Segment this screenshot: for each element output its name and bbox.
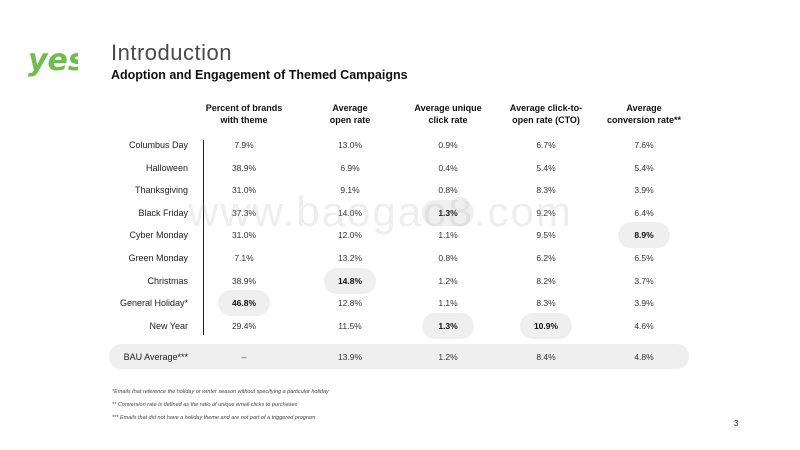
footnote-3: *** Emails that did not have a holiday t… [112,415,316,421]
highlight-pill [218,290,270,317]
table-cell: 1.1% [438,298,458,309]
table-cell: 8.3% [536,298,556,309]
row-divider-line [203,140,204,335]
column-header-line: open rate (CTO) [512,115,580,125]
table-cell: 9.2% [536,207,556,218]
bau-cell: – [241,352,247,362]
row-label: Columbus Day [128,140,188,150]
table-cell: 0.8% [438,253,458,263]
table-cell: 6.2% [536,253,556,263]
row-label: Cyber Monday [129,230,188,241]
table-cell: 0.9% [438,140,458,150]
table-cell: 12.8% [337,298,363,309]
table-cell: 31.0% [231,230,257,241]
table-cell: 5.4% [634,162,654,173]
row-label: New Year [149,320,188,331]
row-label: Green Monday [128,253,188,263]
highlight-pill [324,267,376,294]
highlight-pill [422,199,474,226]
table-cell: 31.0% [231,185,257,196]
table-cell: 3.9% [634,185,654,196]
table-cell: 1.1% [438,230,458,241]
table-cell: 1.3% [438,207,458,218]
bau-cell: 4.8% [634,352,654,362]
column-header-line: Average unique [414,103,482,113]
table-cell: 7.6% [634,140,654,150]
page-subtitle: Adoption and Engagement of Themed Campai… [111,68,408,82]
table-cell: 10.9% [533,320,559,331]
table-cell: 5.4% [536,162,556,173]
yes-logo: yes [28,43,78,78]
column-header-line: Average click-to- [509,103,583,113]
column-header: Average conversion rate** [607,102,681,126]
table-cell: 1.3% [438,320,458,331]
footnote-1: *Emails that reference the holiday or wi… [112,389,329,395]
table-cell: 7.1% [234,253,254,263]
table-cell: 13.0% [337,140,363,150]
row-label: Thanksgiving [134,185,188,196]
column-header-line: open rate [329,115,371,125]
table-cell: 38.9% [231,162,257,173]
table-cell: 13.2% [337,253,363,263]
table-cell: 6.4% [634,207,654,218]
table-cell: 8.3% [536,185,556,196]
table-cell: 8.2% [536,275,556,286]
footnote-2: ** Conversion rate is defined as the rat… [112,402,298,408]
table-cell: 29.4% [231,320,257,331]
column-header-line: click rate [428,115,468,125]
table-cell: 6.9% [340,162,360,173]
column-header: Average unique click rate [414,102,481,126]
table-cell: 38.9% [231,275,257,286]
column-header-line: Percent of brands [205,103,283,113]
svg-text:yes: yes [28,43,78,78]
table-cell: 3.9% [634,298,654,309]
row-label: Halloween [145,162,188,173]
watermark: www.baogao8.com [188,188,573,235]
table-cell: 8.9% [634,230,654,241]
bau-cell: 1.2% [438,352,458,362]
column-header: Percent of brands with theme [206,102,283,126]
table-cell: 46.8% [231,298,257,309]
column-header-line: Average [332,103,368,113]
page-title: Introduction [111,40,232,65]
table-cell: 4.6% [634,320,654,331]
table-cell: 6.7% [536,140,556,150]
table-cell: 0.4% [438,162,458,173]
bau-cell: 13.9% [337,352,363,362]
row-label: Christmas [147,275,188,286]
table-cell: 14.8% [337,275,363,286]
bau-cell: 8.4% [536,352,556,362]
table-cell: 0.8% [438,185,458,196]
highlight-pill [422,312,474,339]
table-cell: 37.3% [231,207,257,218]
column-header: Average click-to-open rate (CTO) [510,102,582,126]
highlight-pill [618,222,670,249]
column-header-line: Average [626,103,662,113]
table-cell: 1.2% [438,275,458,286]
table-cell: 3.7% [634,275,654,286]
table-cell: 11.5% [338,320,362,331]
table-cell: 6.5% [634,253,654,263]
row-label: General Holiday* [119,298,188,309]
table-cell: 9.5% [536,230,556,241]
column-header: Average open rate [330,102,371,126]
row-label: Black Friday [138,207,188,218]
table-cell: 14.0% [337,207,363,218]
page-number: 3 [734,419,739,428]
highlight-pill [520,312,572,339]
table-cell: 9.1% [340,185,360,196]
bau-row-label: BAU Average*** [123,352,188,362]
table-cell: 7.9% [234,140,254,150]
column-header-line: with theme [220,115,268,125]
bau-row-background [109,344,689,369]
table-cell: 12.0% [337,230,363,241]
column-header-line: conversion rate** [606,115,682,125]
